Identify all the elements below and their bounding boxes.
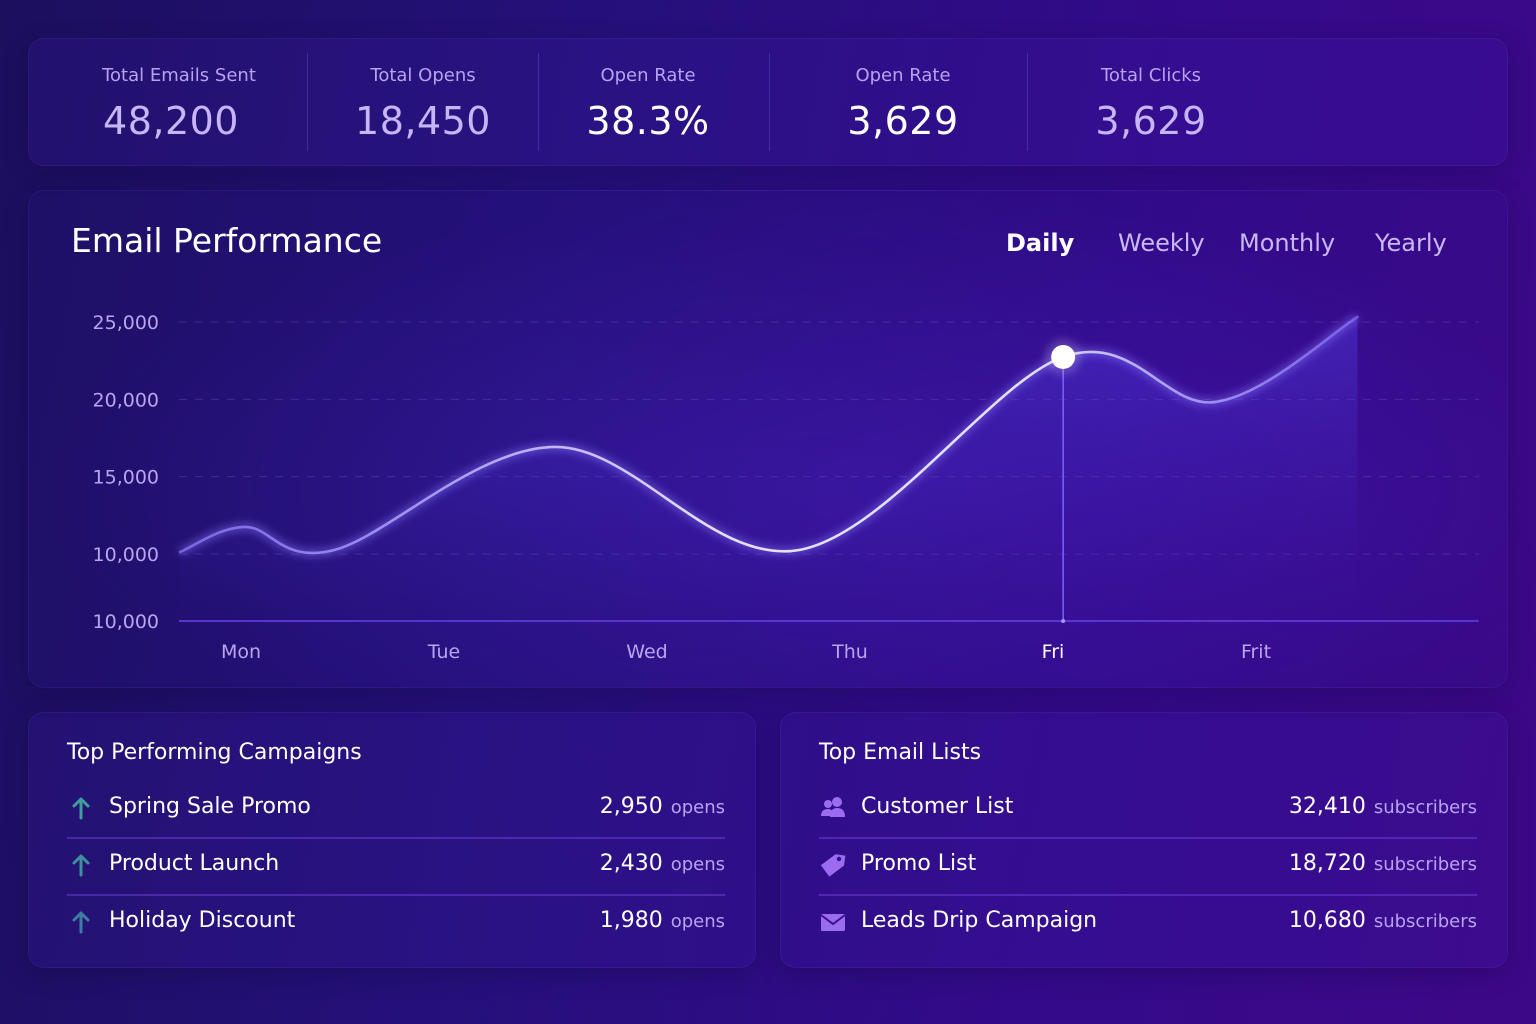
stat-total-clicks: Total Clicks 3,629 xyxy=(1041,39,1261,165)
stat-label: Open Rate xyxy=(855,65,951,86)
y-tick-label: 20,000 xyxy=(93,389,159,411)
list-unit: subscribers xyxy=(1373,854,1477,875)
list-value: 18,720 subscribers xyxy=(1289,851,1477,876)
y-tick-label: 10,000 xyxy=(93,544,159,566)
row-divider xyxy=(67,894,725,896)
list-name: Promo List xyxy=(861,851,977,876)
row-divider xyxy=(819,837,1477,839)
campaign-count: 1,980 xyxy=(599,908,663,933)
x-tick-label: Mon xyxy=(221,641,261,663)
email-list-row[interactable]: Leads Drip Campaign 10,680 subscribers xyxy=(819,896,1477,953)
stat-label: Total Clicks xyxy=(1100,65,1202,86)
stat-total-emails-sent: Total Emails Sent 48,200 xyxy=(69,39,289,165)
users-icon xyxy=(821,797,845,817)
campaign-name: Holiday Discount xyxy=(109,908,296,933)
series-area xyxy=(180,316,1358,621)
campaign-row[interactable]: Spring Sale Promo 2,950 opens xyxy=(67,782,725,839)
stat-value: 3,629 xyxy=(847,99,959,143)
list-value: 32,410 subscribers xyxy=(1289,794,1477,819)
top-campaigns-card: Top Performing Campaigns Spring Sale Pro… xyxy=(28,712,756,968)
x-tick-label: Tue xyxy=(427,641,460,663)
campaign-value: 2,950 opens xyxy=(600,794,725,819)
chart-title: Email Performance xyxy=(71,221,383,260)
list-count: 10,680 xyxy=(1288,908,1366,933)
envelope-icon xyxy=(820,914,846,931)
y-tick-label: 10,000 xyxy=(93,611,159,633)
x-tick-label: Frit xyxy=(1241,641,1271,663)
top-email-lists-card: Top Email Lists Customer List 32,410 subs… xyxy=(780,712,1508,968)
row-divider xyxy=(819,894,1477,896)
tab-weekly[interactable]: Weekly xyxy=(1118,229,1205,257)
tab-monthly[interactable]: Monthly xyxy=(1239,229,1336,257)
campaigns-title: Top Performing Campaigns xyxy=(67,740,362,765)
campaign-count: 2,430 xyxy=(599,851,663,876)
campaign-unit: opens xyxy=(670,854,725,875)
y-tick-label: 15,000 xyxy=(93,467,159,489)
list-value: 10,680 subscribers xyxy=(1289,908,1477,933)
stat-open-rate: Open Rate 38.3% xyxy=(538,39,758,165)
highlight-marker xyxy=(1051,344,1076,369)
divider xyxy=(1027,53,1028,151)
campaign-name: Spring Sale Promo xyxy=(109,794,311,819)
divider xyxy=(769,53,770,151)
list-name: Leads Drip Campaign xyxy=(861,908,1098,933)
campaign-value: 1,980 opens xyxy=(600,908,725,933)
arrow-up-icon xyxy=(72,797,90,820)
stat-label: Total Opens xyxy=(370,65,476,86)
email-list-row[interactable]: Customer List 32,410 subscribers xyxy=(819,782,1477,839)
highlight-guide-dot xyxy=(1061,619,1066,623)
stat-value: 3,629 xyxy=(1095,99,1207,143)
stat-value: 18,450 xyxy=(355,99,491,143)
x-tick-label: Thu xyxy=(831,641,868,663)
campaign-value: 2,430 opens xyxy=(600,851,725,876)
list-name: Customer List xyxy=(861,794,1014,819)
campaign-row[interactable]: Holiday Discount 1,980 opens xyxy=(67,896,725,953)
stats-bar: Total Emails Sent 48,200 Total Opens 18,… xyxy=(28,38,1508,166)
stat-total-opens: Total Opens 18,450 xyxy=(313,39,533,165)
arrow-up-icon xyxy=(72,854,90,877)
list-unit: subscribers xyxy=(1373,911,1477,932)
campaign-name: Product Launch xyxy=(109,851,280,876)
list-count: 32,410 xyxy=(1288,794,1366,819)
stat-label: Open Rate xyxy=(600,65,696,86)
x-tick-label: Wed xyxy=(626,641,667,663)
campaign-row[interactable]: Product Launch 2,430 opens xyxy=(67,839,725,896)
line-chart: 25,000 20,000 15,000 10,000 10,000 Mon Tue Wed T… xyxy=(93,312,1479,663)
tab-daily[interactable]: Daily xyxy=(1006,229,1075,257)
lists-title: Top Email Lists xyxy=(819,740,982,765)
stat-value: 38.3% xyxy=(586,99,710,143)
email-performance-card: Email Performance Daily Weekly Monthly Y… xyxy=(28,190,1508,688)
list-count: 18,720 xyxy=(1288,851,1366,876)
series-line xyxy=(178,315,1359,555)
divider xyxy=(538,53,539,151)
tag-icon xyxy=(820,854,846,877)
campaign-count: 2,950 xyxy=(599,794,663,819)
x-tick-label: Fri xyxy=(1042,641,1065,663)
stat-label: Total Emails Sent xyxy=(102,65,256,86)
row-divider xyxy=(67,837,725,839)
email-list-row[interactable]: Promo List 18,720 subscribers xyxy=(819,839,1477,896)
y-tick-label: 25,000 xyxy=(93,312,159,334)
stat-value: 48,200 xyxy=(103,99,239,143)
divider xyxy=(307,53,308,151)
tab-yearly[interactable]: Yearly xyxy=(1375,229,1447,257)
list-unit: subscribers xyxy=(1373,797,1477,818)
stat-open-rate-count: Open Rate 3,629 xyxy=(793,39,1013,165)
campaign-unit: opens xyxy=(670,911,725,932)
campaign-unit: opens xyxy=(670,797,725,818)
arrow-up-icon xyxy=(72,911,90,934)
